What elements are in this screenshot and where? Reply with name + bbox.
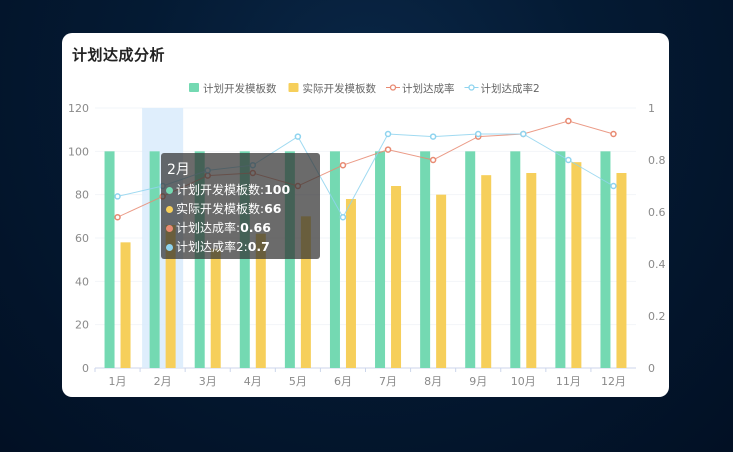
bar [555, 151, 566, 368]
legend-swatch [189, 83, 199, 92]
chart-tooltip: 2月 计划开发模板数:100 实际开发模板数:66 计划达成率:0.66 计划达… [161, 153, 320, 259]
tooltip-row: 实际开发模板数:66 [166, 200, 281, 217]
y2-tick-label: 0.2 [648, 310, 666, 323]
bar [165, 225, 176, 368]
y2-tick-label: 0.4 [648, 258, 666, 271]
bar [104, 151, 115, 368]
bar [345, 199, 356, 368]
tooltip-row: 计划达成率2:0.7 [166, 238, 270, 255]
x-tick-label: 12月 [601, 375, 626, 388]
tooltip-dot [166, 187, 173, 194]
bar [194, 151, 205, 368]
tooltip-value: 100 [264, 182, 291, 197]
series-point [610, 182, 617, 190]
bar [375, 151, 386, 368]
series-point [429, 156, 437, 164]
legend-label: 计划达成率 [402, 82, 455, 95]
bar [300, 216, 311, 368]
y-tick-label: 0 [82, 362, 89, 375]
y-tick-label: 80 [75, 189, 89, 202]
bar [436, 194, 447, 368]
x-tick-label: 11月 [556, 375, 581, 388]
series-point [339, 213, 347, 221]
bar [420, 151, 431, 368]
tooltip-value: 0.66 [240, 220, 271, 235]
series-point [114, 213, 121, 221]
tooltip-row: 计划达成率:0.66 [166, 219, 271, 236]
y-tick-label: 60 [75, 232, 89, 245]
series-point [384, 146, 392, 153]
bar [255, 233, 266, 368]
y-tick-label: 100 [68, 145, 89, 158]
legend-label: 计划开发模板数 [203, 82, 277, 95]
bar [329, 151, 340, 368]
x-tick-label: 4月 [244, 375, 262, 388]
legend-swatch [288, 83, 299, 92]
tooltip-label: 计划达成率2 [176, 240, 244, 254]
legend-label: 计划达成率2 [481, 82, 540, 95]
y2-tick-label: 1 [648, 102, 655, 115]
y2-tick-label: 0.8 [648, 154, 666, 167]
bar [526, 173, 537, 368]
x-tick-label: 6月 [334, 375, 352, 388]
tooltip-value: 66 [264, 201, 282, 216]
bar [210, 248, 221, 368]
tooltip-label: 实际开发模板数 [176, 202, 261, 216]
y2-tick-label: 0.6 [648, 206, 666, 219]
bar [149, 151, 160, 368]
x-tick-label: 8月 [424, 375, 442, 388]
bar [600, 151, 611, 368]
series-point [294, 133, 302, 140]
series-point [384, 130, 392, 138]
tooltip-dot [166, 206, 173, 213]
legend-label: 实际开发模板数 [303, 82, 377, 95]
y-tick-label: 120 [68, 102, 89, 115]
page-title: 计划达成分析 [72, 46, 166, 64]
bar [616, 173, 627, 368]
tooltip-dot [166, 244, 173, 251]
series-point [429, 133, 437, 140]
x-tick-label: 10月 [511, 375, 536, 388]
series-point [474, 130, 482, 138]
bar [239, 151, 250, 368]
tooltip-row: 计划开发模板数:100 [166, 181, 290, 198]
series-point [520, 130, 527, 138]
x-tick-label: 7月 [379, 375, 397, 388]
bar [391, 186, 402, 368]
series-point [610, 130, 617, 138]
bar [284, 151, 295, 368]
x-tick-label: 3月 [199, 375, 217, 388]
chart-card: 计划达成分析 0 20 40 60 80 100 120 0 0.2 0.4 0.6 0.8 1 1月 2月… [62, 33, 669, 397]
x-tick-label: 9月 [469, 375, 487, 388]
x-tick-label: 2月 [154, 375, 172, 388]
bar [120, 242, 131, 368]
bar [510, 151, 521, 368]
tooltip-label: 计划开发模板数 [176, 183, 261, 197]
y2-tick-label: 0 [648, 362, 655, 375]
tooltip-label: 计划达成率 [176, 221, 237, 235]
tooltip-value: 0.7 [247, 239, 270, 254]
bar [465, 151, 476, 368]
tooltip-dot [166, 225, 173, 232]
bar [481, 175, 492, 368]
series-point [565, 156, 572, 164]
legend-swatch-marker [468, 84, 475, 91]
series-point [565, 117, 572, 125]
x-tick-label: 5月 [289, 375, 307, 388]
series-point [339, 161, 347, 169]
y-tick-label: 20 [75, 319, 89, 332]
bar [571, 162, 582, 368]
x-tick-label: 1月 [109, 375, 127, 388]
series-point [114, 193, 121, 200]
y-tick-label: 40 [75, 275, 89, 288]
tooltip-month: 2月 [167, 162, 190, 178]
legend-swatch-marker [389, 84, 397, 91]
